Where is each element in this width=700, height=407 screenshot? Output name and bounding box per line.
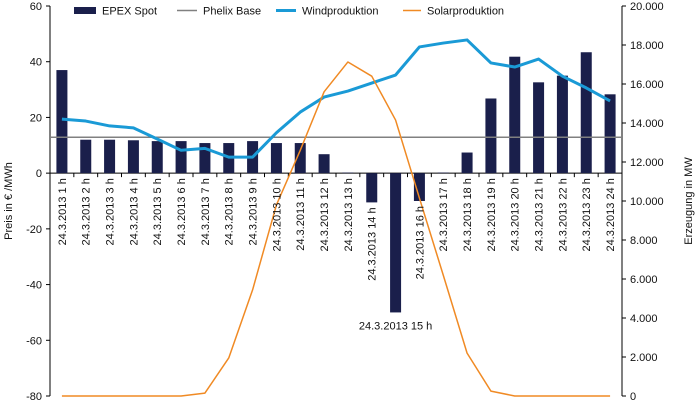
left-tick-label: -80 <box>26 391 42 403</box>
bar-14 <box>366 173 378 203</box>
category-label: 24.3.2013 17 h <box>438 178 450 251</box>
right-tick-label: 18.000 <box>630 40 664 52</box>
left-tick-label: -60 <box>26 335 42 347</box>
category-label: 24.3.2013 5 h <box>152 178 164 245</box>
category-label: 24.3.2013 13 h <box>343 178 355 251</box>
left-tick-label: -20 <box>26 224 42 236</box>
category-label: 24.3.2013 2 h <box>81 178 93 245</box>
right-tick-label: 8.000 <box>630 235 658 247</box>
legend-label: Solarproduktion <box>427 6 504 18</box>
category-label: 24.3.2013 24 h <box>605 178 617 251</box>
right-tick-label: 20.000 <box>630 1 664 13</box>
category-label: 24.3.2013 23 h <box>581 178 593 251</box>
bar-5 <box>151 141 163 174</box>
category-label: 24.3.2013 18 h <box>462 178 474 251</box>
right-tick-label: 2.000 <box>630 352 658 364</box>
category-label: 24.3.2013 16 h <box>414 206 426 279</box>
category-label: 24.3.2013 10 h <box>271 178 283 251</box>
bar-11 <box>294 143 306 174</box>
bar-17 <box>437 172 449 174</box>
line-windproduktion <box>61 38 611 159</box>
line-solarproduktion <box>61 61 611 397</box>
left-tick-label: 40 <box>30 57 42 69</box>
bar-4 <box>127 140 139 174</box>
right-tick-label: 4.000 <box>630 313 658 325</box>
right-tick-label: 14.000 <box>630 118 664 130</box>
category-label: 24.3.2013 8 h <box>224 178 236 245</box>
category-label: 24.3.2013 11 h <box>295 178 307 251</box>
category-label: 24.3.2013 22 h <box>557 178 569 251</box>
bar-18 <box>461 152 473 174</box>
category-label: 24.3.2013 4 h <box>128 178 140 245</box>
right-axis-title: Erzeugung in MW <box>683 157 695 245</box>
bar-10 <box>270 143 282 174</box>
right-tick-label: 0 <box>630 391 636 403</box>
left-tick-label: 0 <box>36 168 42 180</box>
bar-1 <box>56 70 68 174</box>
left-tick-label: 20 <box>30 112 42 124</box>
category-label: 24.3.2013 1 h <box>57 178 69 245</box>
bar-19 <box>485 98 497 174</box>
category-label: 24.3.2013 19 h <box>486 178 498 251</box>
bar-2 <box>80 139 92 174</box>
bar-16 <box>413 173 425 201</box>
bar-3 <box>104 139 116 174</box>
category-label: 24.3.2013 12 h <box>319 178 331 251</box>
right-tick-label: 6.000 <box>630 274 658 286</box>
category-label: 24.3.2013 6 h <box>176 178 188 245</box>
bar-20 <box>509 56 521 174</box>
category-label: 24.3.2013 14 h <box>367 207 379 280</box>
category-label: 24.3.2013 9 h <box>248 178 260 245</box>
legend-label: Windproduktion <box>302 6 378 18</box>
bar-6 <box>175 141 187 174</box>
category-label: 24.3.2013 7 h <box>200 178 212 245</box>
right-tick-label: 12.000 <box>630 157 664 169</box>
legend-swatch-epex-spot <box>74 7 96 14</box>
right-tick-label: 16.000 <box>630 79 664 91</box>
bar-22 <box>556 75 568 174</box>
right-tick-label: 10.000 <box>630 196 664 208</box>
left-axis-title: Preis in € /MWh <box>3 162 15 240</box>
bar-23 <box>580 52 592 174</box>
bar-13 <box>342 172 354 174</box>
category-label: 24.3.2013 3 h <box>105 178 117 245</box>
category-label: 24.3.2013 20 h <box>510 178 522 251</box>
category-label: 24.3.2013 21 h <box>534 178 546 251</box>
bar-24 <box>604 94 616 174</box>
bar-12 <box>318 154 330 174</box>
legend-label: EPEX Spot <box>102 6 157 18</box>
legend-label: Phelix Base <box>203 6 261 18</box>
left-tick-label: -40 <box>26 280 42 292</box>
category-label: 24.3.2013 15 h <box>359 320 432 332</box>
left-tick-label: 60 <box>30 1 42 13</box>
bar-15 <box>390 173 402 313</box>
bar-7 <box>199 143 211 174</box>
bar-21 <box>533 82 545 174</box>
